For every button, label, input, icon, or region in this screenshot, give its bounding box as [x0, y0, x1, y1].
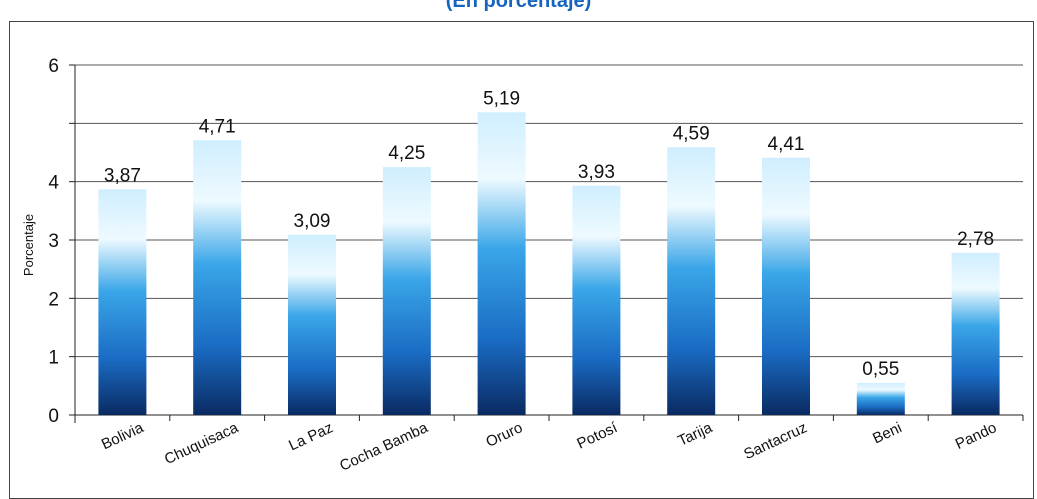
y-tick-label: 3	[48, 231, 59, 252]
y-tick-label: 2	[48, 289, 59, 310]
bar	[477, 112, 526, 415]
x-tick-label: Bolivia	[99, 419, 147, 453]
data-label: 5,19	[483, 88, 520, 109]
y-tick-label: 4	[48, 173, 59, 194]
data-label: 4,71	[199, 116, 236, 137]
x-tick-label: Potosí	[574, 419, 620, 453]
bar	[288, 234, 336, 415]
y-tick-label: 1	[48, 348, 59, 369]
x-tick-label: Beni	[870, 419, 904, 447]
bar	[193, 140, 242, 415]
data-label: 3,93	[578, 162, 615, 183]
data-label: 2,78	[957, 229, 994, 250]
x-tick-label: Oruro	[483, 419, 525, 451]
bar	[951, 252, 1000, 415]
data-label: 4,59	[673, 123, 710, 144]
x-tick-label: Chuquisaca	[162, 419, 242, 468]
bar	[762, 157, 810, 415]
data-label: 3,87	[104, 165, 141, 186]
data-label: 4,41	[768, 134, 805, 155]
data-label: 0,55	[862, 359, 899, 380]
bar	[98, 189, 147, 415]
chart-title: (En porcentaje)	[445, 0, 592, 12]
data-label: 3,09	[294, 211, 331, 232]
bar	[572, 185, 621, 415]
bar	[856, 382, 905, 415]
x-tick-label: Santacruz	[741, 419, 809, 463]
x-tick-label: Tarija	[675, 419, 715, 450]
x-tick-label: Pando	[953, 419, 999, 453]
bar	[667, 147, 716, 415]
x-tick-label: Cocha Bamba	[337, 419, 431, 475]
bar	[382, 167, 431, 415]
data-label: 4,25	[388, 143, 425, 164]
x-tick-label: La Paz	[286, 419, 336, 454]
y-tick-label: 6	[48, 56, 59, 77]
y-axis-label: Porcentaje	[21, 214, 36, 276]
y-tick-label: 0	[48, 406, 59, 427]
